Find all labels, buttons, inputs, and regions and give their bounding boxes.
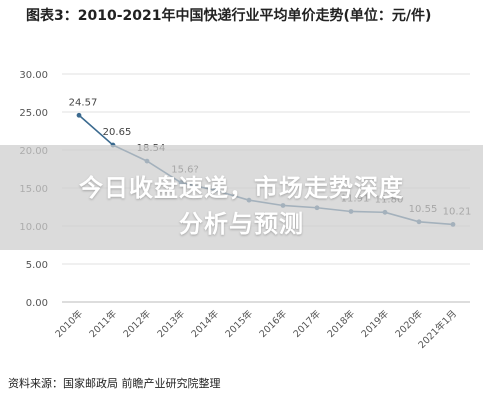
data-label: 24.57 bbox=[69, 97, 98, 108]
overlay-banner bbox=[0, 145, 483, 250]
y-tick-label: 30.00 bbox=[19, 70, 48, 81]
x-tick-label: 2018年 bbox=[325, 307, 358, 340]
x-tick-label: 2010年 bbox=[53, 307, 86, 340]
banner-headline-line2: 分析与预测 bbox=[179, 210, 304, 238]
x-tick-label: 2011年 bbox=[87, 307, 120, 340]
data-label: 20.65 bbox=[103, 127, 132, 138]
x-tick-label: 2013年 bbox=[155, 307, 188, 340]
data-point bbox=[76, 112, 82, 118]
y-tick-label: 0.00 bbox=[26, 298, 48, 309]
banner-headline-line1: 今日收盘速递，市场走势深度 bbox=[79, 174, 404, 202]
x-tick-label: 2014年 bbox=[189, 307, 222, 340]
y-tick-label: 5.00 bbox=[26, 260, 48, 271]
y-tick-label: 25.00 bbox=[19, 108, 48, 119]
chart-title: 图表3：2010-2021年中国快递行业平均单价走势(单位：元/件) bbox=[26, 8, 432, 24]
x-tick-label: 2020年 bbox=[393, 307, 426, 340]
x-tick-label: 2019年 bbox=[359, 307, 392, 340]
x-tick-label: 2017年 bbox=[291, 307, 324, 340]
source-note: 资料来源：国家邮政局 前瞻产业研究院整理 bbox=[8, 377, 221, 390]
x-tick-label: 2015年 bbox=[223, 307, 256, 340]
x-tick-label: 2012年 bbox=[121, 307, 154, 340]
x-tick-label: 2016年 bbox=[257, 307, 290, 340]
